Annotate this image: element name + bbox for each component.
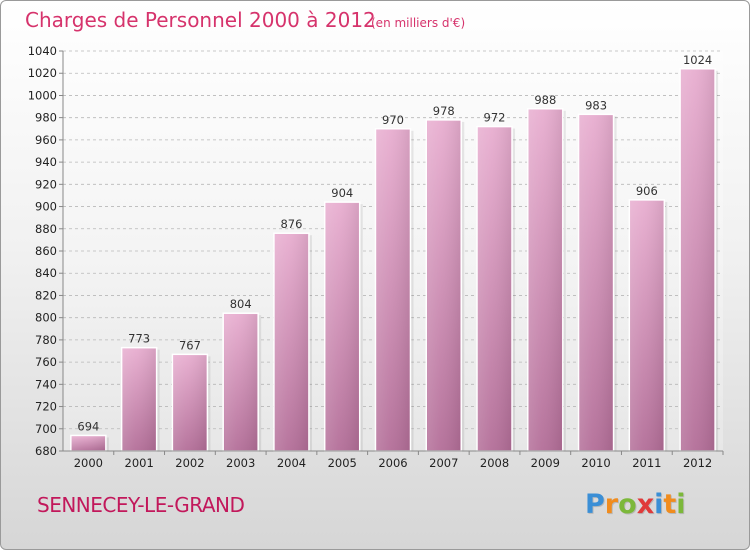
x-tick-label: 2010 bbox=[581, 456, 610, 470]
y-tick-label: 800 bbox=[35, 311, 57, 325]
y-tick-label: 880 bbox=[35, 222, 57, 236]
data-label: 804 bbox=[230, 297, 252, 311]
x-tick-label: 2008 bbox=[480, 456, 509, 470]
data-label: 972 bbox=[484, 111, 506, 125]
y-tick-label: 700 bbox=[35, 422, 57, 436]
y-tick-label: 960 bbox=[35, 133, 57, 147]
y-tick-label: 840 bbox=[35, 266, 57, 280]
data-label: 773 bbox=[128, 332, 150, 346]
y-tick-label: 900 bbox=[35, 200, 57, 214]
bar-shine bbox=[681, 69, 715, 451]
x-tick-label: 2012 bbox=[683, 456, 712, 470]
x-tick-label: 2007 bbox=[429, 456, 458, 470]
bar-shine bbox=[376, 129, 410, 450]
proxiti-logo: Proxiti bbox=[585, 489, 686, 520]
x-tick-label: 2004 bbox=[277, 456, 306, 470]
y-tick-label: 760 bbox=[35, 355, 57, 369]
data-label: 767 bbox=[179, 338, 201, 352]
bar-shine bbox=[173, 355, 207, 450]
x-tick-label: 2009 bbox=[531, 456, 560, 470]
x-tick-label: 2000 bbox=[74, 456, 103, 470]
commune-name: SENNECEY-LE-GRAND bbox=[37, 493, 245, 517]
y-tick-label: 940 bbox=[35, 155, 57, 169]
logo-letter: t bbox=[663, 489, 677, 520]
bar-shine bbox=[630, 200, 664, 450]
logo-letter: o bbox=[618, 489, 637, 520]
chart-subtitle: (en milliers d'€) bbox=[371, 16, 465, 30]
data-label: 906 bbox=[636, 184, 658, 198]
y-tick-label: 820 bbox=[35, 288, 57, 302]
data-label: 876 bbox=[280, 217, 302, 231]
data-label: 978 bbox=[433, 104, 455, 118]
x-tick-label: 2001 bbox=[125, 456, 154, 470]
y-tick-label: 1020 bbox=[28, 66, 57, 80]
y-tick-label: 920 bbox=[35, 177, 57, 191]
y-tick-label: 860 bbox=[35, 244, 57, 258]
bar-shine bbox=[427, 120, 461, 450]
logo-letter: i bbox=[676, 489, 686, 520]
x-tick-label: 2005 bbox=[328, 456, 357, 470]
logo-letter: i bbox=[654, 489, 664, 520]
x-axis-ticks: 2000 2001 2002 2003 2004 2005 2006 2007 2008 2009… bbox=[74, 451, 724, 470]
data-labels: 694 773 767 804 876 904 970 978 972 988 983 906 1024 bbox=[77, 53, 712, 434]
data-label: 694 bbox=[77, 419, 99, 433]
bar-shine bbox=[478, 127, 512, 451]
bar-shine bbox=[579, 115, 613, 450]
data-label: 983 bbox=[585, 98, 607, 112]
y-tick-label: 1000 bbox=[28, 88, 57, 102]
y-tick-label: 1040 bbox=[28, 44, 57, 58]
x-tick-label: 2006 bbox=[378, 456, 407, 470]
bars bbox=[70, 68, 719, 452]
x-tick-label: 2002 bbox=[175, 456, 204, 470]
data-label: 988 bbox=[534, 93, 556, 107]
y-tick-label: 740 bbox=[35, 377, 57, 391]
chart-title: Charges de Personnel 2000 à 2012 bbox=[25, 8, 376, 32]
data-label: 904 bbox=[331, 186, 353, 200]
bar-shine bbox=[122, 348, 156, 450]
bar-shine bbox=[224, 314, 258, 450]
y-tick-label: 720 bbox=[35, 400, 57, 414]
data-label: 970 bbox=[382, 113, 404, 127]
x-tick-label: 2003 bbox=[226, 456, 255, 470]
y-tick-label: 680 bbox=[35, 444, 57, 458]
logo-letter: r bbox=[604, 489, 619, 520]
y-axis-ticks: 680 700 720 740 760 780 800 820 840 860 880 900 920 9… bbox=[28, 44, 63, 458]
logo-letter: P bbox=[585, 489, 605, 520]
data-label: 1024 bbox=[683, 53, 712, 67]
y-tick-label: 980 bbox=[35, 111, 57, 125]
y-tick-label: 780 bbox=[35, 333, 57, 347]
bar-shine bbox=[71, 436, 105, 450]
bar-shine bbox=[528, 109, 562, 451]
bar-shine bbox=[274, 234, 308, 450]
bar-shine bbox=[325, 203, 359, 450]
x-tick-label: 2011 bbox=[632, 456, 661, 470]
logo-letter: x bbox=[636, 489, 655, 520]
